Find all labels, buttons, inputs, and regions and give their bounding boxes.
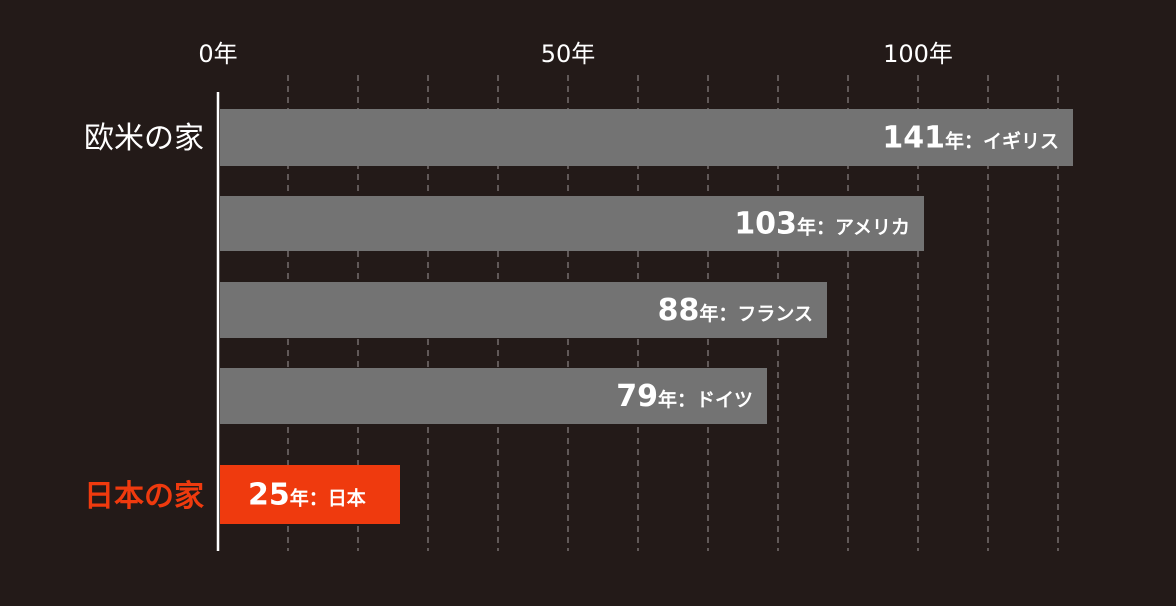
- bar-日本: [220, 465, 400, 524]
- bar-value-label: 141年：イギリス: [882, 121, 1059, 156]
- bars: [220, 109, 1073, 524]
- x-tick-label: 100年: [883, 40, 953, 68]
- bar-value-label: 88年：フランス: [658, 293, 813, 328]
- bar-value-unit: 年：イギリス: [945, 130, 1059, 153]
- bar-value-unit: 年：ドイツ: [658, 388, 753, 411]
- x-tick-label: 0年: [198, 40, 237, 68]
- bar-value-number: 25: [248, 478, 290, 513]
- bar-value-label: 25年：日本: [248, 478, 366, 513]
- bar-アメリカ: [220, 196, 924, 251]
- bar-value-label: 103年：アメリカ: [734, 207, 910, 242]
- bar-value-unit: 年：フランス: [699, 302, 813, 325]
- bar-フランス: [220, 282, 827, 338]
- bar-value-unit: 年：日本: [290, 487, 366, 510]
- bar-value-number: 141: [882, 121, 945, 156]
- bar-value-number: 103: [734, 207, 797, 242]
- x-axis-ticks: 0年 50年 100年: [198, 40, 953, 68]
- group-label: 欧米の家: [84, 121, 204, 156]
- bar-value-number: 79: [616, 379, 658, 414]
- bar-イギリス: [220, 109, 1073, 166]
- group-label: 日本の家: [84, 479, 204, 514]
- bar-value-number: 88: [658, 293, 700, 328]
- bar-value-unit: 年：アメリカ: [797, 216, 910, 239]
- bar-value-labels: 141年：イギリス 103年：アメリカ 88年：フランス 79年：ドイツ 25年：日本: [248, 121, 1059, 513]
- x-tick-label: 50年: [541, 40, 596, 68]
- bar-value-label: 79年：ドイツ: [616, 379, 753, 414]
- bar-ドイツ: [220, 368, 767, 424]
